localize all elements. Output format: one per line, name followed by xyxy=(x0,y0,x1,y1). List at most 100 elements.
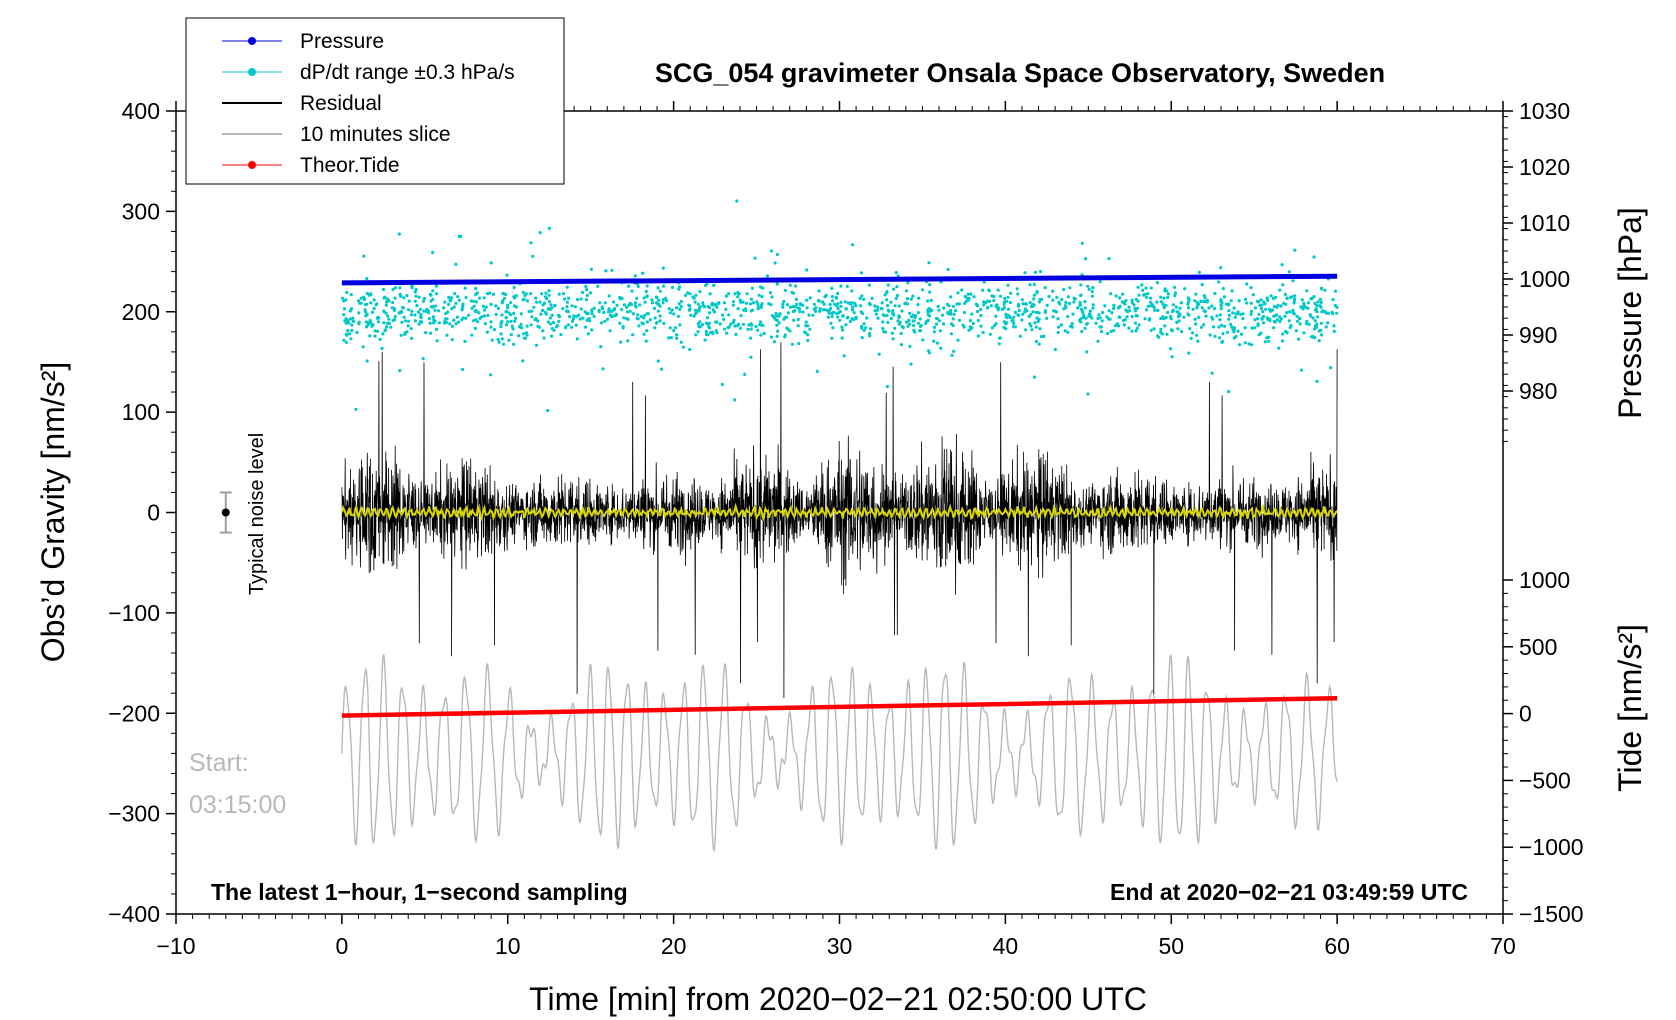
dpdt-point xyxy=(1268,317,1272,321)
dpdt-point xyxy=(1250,309,1254,313)
dpdt-point xyxy=(357,320,361,324)
dpdt-point xyxy=(1220,323,1224,327)
dpdt-point xyxy=(344,340,348,344)
pressure-tick-label: 980 xyxy=(1519,378,1557,404)
pressure-tick-label: 1030 xyxy=(1519,98,1570,124)
dpdt-point xyxy=(1008,300,1013,305)
dpdt-point xyxy=(1042,334,1046,338)
dpdt-point xyxy=(373,334,377,338)
dpdt-point xyxy=(399,333,403,337)
dpdt-point xyxy=(1193,317,1197,321)
dpdt-point xyxy=(505,306,510,310)
dpdt-point xyxy=(867,283,872,287)
dpdt-point xyxy=(1017,308,1021,313)
dpdt-point xyxy=(1057,325,1061,329)
dpdt-point xyxy=(818,309,822,313)
dpdt-point xyxy=(1250,343,1254,347)
dpdt-point xyxy=(645,329,649,333)
dpdt-point xyxy=(566,323,571,327)
dpdt-point xyxy=(720,313,725,317)
dpdt-point xyxy=(578,317,582,321)
dpdt-point xyxy=(1170,329,1174,333)
dpdt-point xyxy=(1221,287,1225,291)
dpdt-point xyxy=(982,280,986,284)
dpdt-point xyxy=(530,309,534,313)
dpdt-point xyxy=(431,321,435,325)
dpdt-point xyxy=(422,296,426,301)
dpdt-point xyxy=(622,316,626,320)
dpdt-point xyxy=(402,296,406,300)
dpdt-point xyxy=(693,300,697,304)
dpdt-point xyxy=(443,300,447,304)
dpdt-point xyxy=(897,322,901,326)
dpdt-point xyxy=(342,307,347,311)
dpdt-point xyxy=(1262,300,1266,304)
dpdt-point xyxy=(683,293,688,297)
dpdt-point xyxy=(1004,312,1008,316)
dpdt-point xyxy=(675,306,679,310)
dpdt-point xyxy=(1232,326,1237,330)
dpdt-point xyxy=(1016,292,1020,296)
dpdt-point xyxy=(798,310,802,314)
dpdt-point xyxy=(538,300,542,304)
dpdt-point xyxy=(790,290,794,294)
smoothed-series xyxy=(340,502,1338,523)
dpdt-point xyxy=(1109,292,1113,296)
dpdt-point xyxy=(1260,317,1264,321)
dpdt-point xyxy=(1162,304,1166,308)
dpdt-point xyxy=(724,307,728,311)
noise-label: Typical noise level xyxy=(246,433,268,595)
dpdt-point xyxy=(982,300,986,304)
dpdt-point xyxy=(1217,280,1221,284)
dpdt-point xyxy=(1186,312,1190,316)
dpdt-point xyxy=(918,317,922,321)
dpdt-point xyxy=(610,314,614,319)
dpdt-point xyxy=(548,316,552,320)
dpdt-point xyxy=(1300,298,1304,302)
dpdt-point xyxy=(349,293,353,297)
dpdt-point xyxy=(1264,307,1268,311)
dpdt-point xyxy=(1149,304,1153,308)
dpdt-point xyxy=(885,298,889,302)
dpdt-point xyxy=(1273,320,1277,324)
dpdt-point xyxy=(662,321,666,325)
dpdt-point xyxy=(912,324,916,328)
dpdt-point xyxy=(1193,299,1197,303)
dpdt-point xyxy=(1309,297,1313,301)
dpdt-point xyxy=(874,312,879,316)
dpdt-point xyxy=(1052,309,1056,313)
dpdt-point xyxy=(443,319,447,323)
dpdt-point xyxy=(529,241,533,245)
dpdt-point xyxy=(873,304,877,308)
dpdt-point xyxy=(626,317,630,321)
dpdt-point xyxy=(949,295,953,299)
dpdt-point xyxy=(854,304,858,308)
dpdt-point xyxy=(1196,339,1200,343)
y-left-tick-label: 200 xyxy=(122,299,160,325)
dpdt-point xyxy=(482,314,486,318)
dpdt-point xyxy=(881,320,885,324)
dpdt-point xyxy=(589,267,594,271)
dpdt-point xyxy=(1011,318,1015,323)
dpdt-point xyxy=(473,326,477,330)
dpdt-point xyxy=(797,342,801,346)
dpdt-point xyxy=(448,322,452,326)
dpdt-point xyxy=(504,309,508,313)
dpdt-point xyxy=(769,291,773,295)
dpdt-point xyxy=(435,327,439,331)
dpdt-point xyxy=(648,318,652,322)
dpdt-point xyxy=(941,322,946,326)
dpdt-point xyxy=(1203,296,1207,300)
dpdt-point xyxy=(917,296,921,300)
dpdt-point xyxy=(953,309,958,313)
dpdt-point xyxy=(1200,306,1204,310)
dpdt-point xyxy=(547,226,551,230)
dpdt-point xyxy=(1241,312,1245,316)
dpdt-point xyxy=(1088,313,1092,318)
dpdt-point xyxy=(1330,310,1334,314)
dpdt-point xyxy=(907,318,911,322)
dpdt-point xyxy=(1220,301,1224,305)
dpdt-point xyxy=(698,290,702,294)
dpdt-point xyxy=(470,333,474,337)
dpdt-point xyxy=(636,313,640,317)
